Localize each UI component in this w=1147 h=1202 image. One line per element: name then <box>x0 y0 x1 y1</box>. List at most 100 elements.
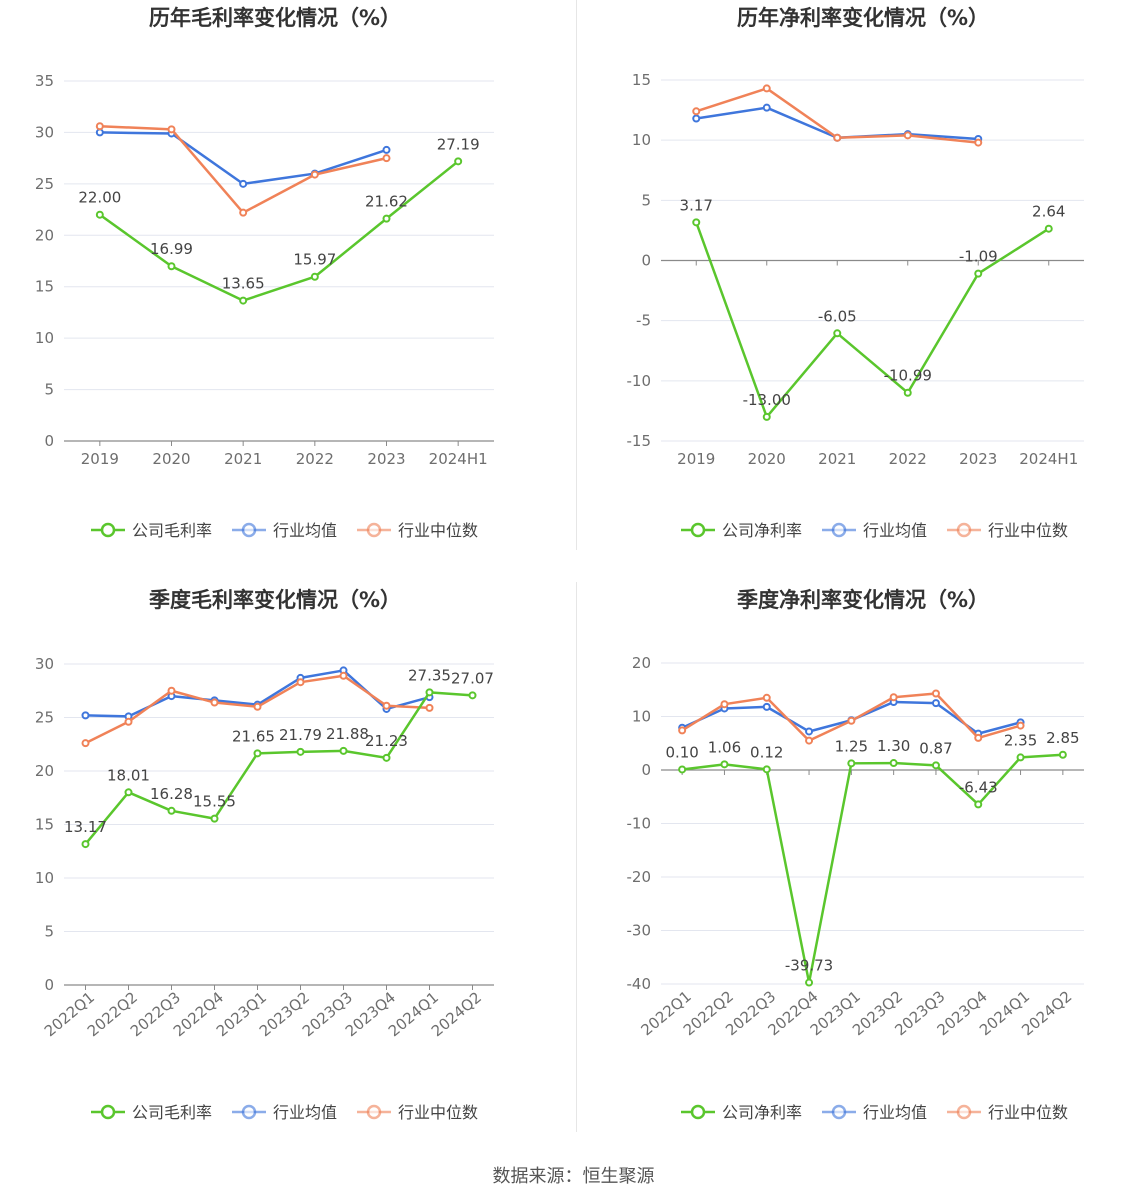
data-label: -10.99 <box>884 367 932 385</box>
x-tick-label: 2021 <box>818 450 856 468</box>
x-tick-label: 2024H1 <box>1019 450 1078 468</box>
data-point-industry-median <box>210 698 219 707</box>
data-point-industry-median <box>692 107 701 116</box>
y-tick-label: 15 <box>35 816 54 834</box>
data-point-industry-average <box>931 699 940 708</box>
series-line-company <box>681 753 1063 984</box>
data-point-company <box>678 765 687 774</box>
data-point-industry-median <box>425 703 434 712</box>
data-point-industry-median <box>296 678 305 687</box>
y-tick-label: 30 <box>35 123 54 141</box>
annual-net-margin-chart: 历年净利率变化情况（%） -15 -10 -5 0 5 10 15 2019 2020 2021 20… <box>627 6 1084 540</box>
chart-title: 季度毛利率变化情况（%） <box>149 588 401 612</box>
y-tick-label: -15 <box>627 432 652 450</box>
legend-dot-industry-average <box>831 522 847 538</box>
legend-label: 行业均值 <box>863 521 927 540</box>
data-label: 21.62 <box>365 193 408 211</box>
data-point-industry-median <box>81 739 90 748</box>
data-label: 27.07 <box>451 669 494 687</box>
data-point-industry-average <box>762 103 771 112</box>
data-point-industry-median <box>974 138 983 147</box>
data-label: 3.17 <box>680 196 713 214</box>
panel-divider-top <box>576 0 577 550</box>
data-label: 15.55 <box>193 793 236 811</box>
y-tick-label: -10 <box>627 372 652 390</box>
legend-dot-industry-median <box>366 522 382 538</box>
chart-title: 季度净利率变化情况（%） <box>737 588 989 612</box>
legend-dot-industry-average <box>831 1104 847 1120</box>
data-label: -1.09 <box>959 248 998 266</box>
data-label: 22.00 <box>78 189 121 207</box>
legend-dot-company <box>100 522 116 538</box>
panel-divider-bottom <box>576 582 577 1132</box>
legend-dot-company <box>690 522 706 538</box>
y-tick-label: 0 <box>641 761 651 779</box>
chart-title: 历年净利率变化情况（%） <box>737 6 989 30</box>
data-point-company <box>167 262 176 271</box>
series-line-company <box>99 160 459 302</box>
data-point-company <box>805 978 814 987</box>
data-label: 2.35 <box>1004 731 1037 749</box>
data-point-company <box>931 761 940 770</box>
x-tick-label: 2019 <box>677 450 715 468</box>
data-label: -13.00 <box>743 391 791 409</box>
data-point-company <box>889 759 898 768</box>
y-tick-label: -30 <box>627 922 652 940</box>
data-point-company <box>833 329 842 338</box>
y-tick-label: 10 <box>35 329 54 347</box>
data-point-company <box>382 753 391 762</box>
data-point-industry-median <box>762 693 771 702</box>
legend-label: 行业中位数 <box>988 521 1068 540</box>
data-point-industry-average <box>95 128 104 137</box>
y-tick-label: -20 <box>627 868 652 886</box>
legend-dot-industry-average <box>241 1104 257 1120</box>
y-tick-label: 10 <box>35 869 54 887</box>
data-label: -6.05 <box>818 307 857 325</box>
data-label: 0.87 <box>919 739 952 757</box>
legend-dot-industry-median <box>956 1104 972 1120</box>
data-label: 21.88 <box>326 725 369 743</box>
data-point-company <box>210 814 219 823</box>
y-tick-label: 5 <box>641 191 651 209</box>
data-point-company <box>339 746 348 755</box>
data-label: 16.99 <box>150 240 193 258</box>
data-label: 2.85 <box>1046 729 1079 747</box>
data-point-industry-median <box>903 131 912 140</box>
data-point-company <box>124 788 133 797</box>
data-point-company <box>762 765 771 774</box>
data-label: -6.43 <box>959 778 998 796</box>
data-label: 2.64 <box>1032 203 1065 221</box>
data-point-company <box>974 800 983 809</box>
data-label: 0.10 <box>665 743 698 761</box>
y-tick-label: 0 <box>44 432 54 450</box>
y-tick-label: 20 <box>35 762 54 780</box>
data-point-company <box>903 388 912 397</box>
data-point-company <box>974 269 983 278</box>
y-tick-label: 35 <box>35 72 54 90</box>
data-point-company <box>253 749 262 758</box>
x-tick-label: 2023 <box>367 450 405 468</box>
data-label: -39.73 <box>785 957 833 975</box>
legend-label: 行业均值 <box>273 1103 337 1122</box>
data-label: 27.19 <box>437 135 480 153</box>
data-point-industry-average <box>81 711 90 720</box>
data-point-industry-median <box>833 133 842 142</box>
data-point-industry-average <box>239 179 248 188</box>
data-point-industry-average <box>692 114 701 123</box>
legend-label: 行业中位数 <box>398 521 478 540</box>
data-point-industry-median <box>167 125 176 134</box>
data-label: 21.79 <box>279 726 322 744</box>
data-point-industry-median <box>95 122 104 131</box>
data-point-company <box>762 412 771 421</box>
data-point-industry-median <box>847 716 856 725</box>
data-point-industry-average <box>762 702 771 711</box>
legend-label: 公司净利率 <box>722 1103 802 1122</box>
y-tick-label: 30 <box>35 655 54 673</box>
legend-dot-industry-median <box>956 522 972 538</box>
y-tick-label: 25 <box>35 175 54 193</box>
data-point-company <box>1044 224 1053 233</box>
data-point-company <box>81 840 90 849</box>
legend-label: 行业均值 <box>863 1103 927 1122</box>
data-point-company <box>310 272 319 281</box>
data-point-company <box>1058 750 1067 759</box>
